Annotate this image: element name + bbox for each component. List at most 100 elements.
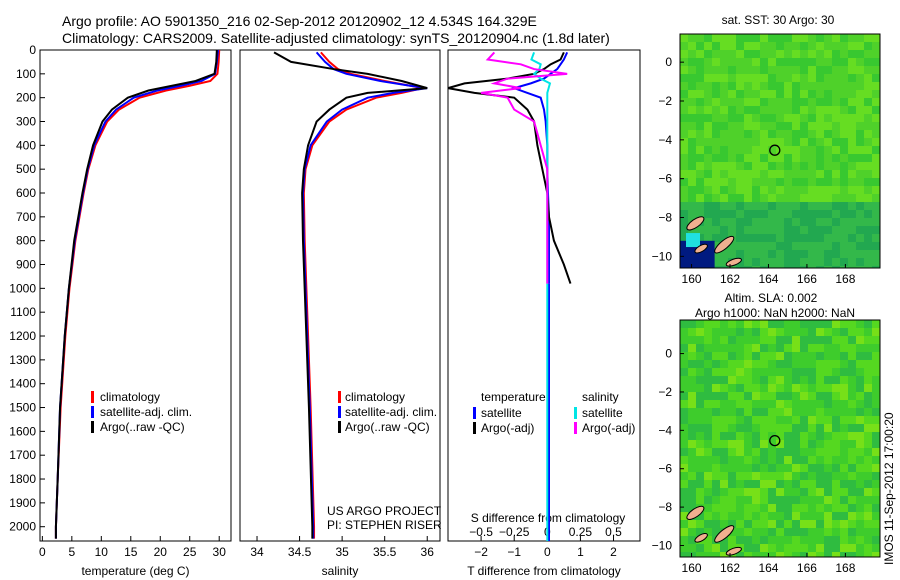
map-cell <box>680 456 688 464</box>
map-cell <box>680 210 688 218</box>
map-cell <box>704 98 712 106</box>
depth-tick-label: 600 <box>16 186 36 200</box>
map-cell <box>704 114 712 122</box>
map-cell <box>704 162 712 170</box>
map-cell <box>832 464 840 472</box>
map-cell <box>744 448 752 456</box>
map-cell <box>752 154 760 162</box>
map-cell <box>784 90 792 98</box>
map-cell <box>864 194 872 202</box>
map-cell <box>728 114 736 122</box>
map-cell <box>832 416 840 424</box>
map-cell <box>864 320 872 328</box>
map-cell <box>704 480 712 488</box>
map-cell <box>712 424 720 432</box>
map-cell <box>784 138 792 146</box>
depth-tick-label: 500 <box>16 162 36 176</box>
map-cell <box>752 520 760 528</box>
map-cell <box>736 202 744 210</box>
map-cell <box>832 504 840 512</box>
map-cell <box>800 58 808 66</box>
map-cell <box>792 122 800 130</box>
map-cell <box>856 202 864 210</box>
map-cell <box>744 122 752 130</box>
map-cell <box>832 368 840 376</box>
map-cell <box>728 368 736 376</box>
map-cell <box>760 440 768 448</box>
map-cell <box>696 368 704 376</box>
map-cell <box>872 368 880 376</box>
map-cell <box>688 544 696 552</box>
map-cell <box>856 82 864 90</box>
map-cell <box>864 50 872 58</box>
map-cell <box>800 480 808 488</box>
map-cell <box>792 360 800 368</box>
map-cell <box>856 74 864 82</box>
map-cell <box>776 424 784 432</box>
map-cell <box>680 66 688 74</box>
lat-tick-label: −4 <box>658 133 672 147</box>
map-cell <box>872 170 880 178</box>
map-cell <box>696 98 704 106</box>
map-cell <box>776 360 784 368</box>
map-cell <box>776 186 784 194</box>
map-cell <box>752 456 760 464</box>
map-cell <box>680 400 688 408</box>
map-cell <box>704 512 712 520</box>
map-cell <box>776 242 784 250</box>
map-cell <box>824 352 832 360</box>
map-cell <box>824 162 832 170</box>
map-cell <box>680 328 688 336</box>
map-cell <box>808 106 816 114</box>
map-cell <box>760 408 768 416</box>
map-cell <box>792 536 800 544</box>
map-cell <box>720 344 728 352</box>
map-cell <box>696 194 704 202</box>
map-cell <box>736 106 744 114</box>
map-cell <box>752 392 760 400</box>
depth-tick-label: 1500 <box>9 401 36 415</box>
map-cell <box>696 74 704 82</box>
map-cell <box>856 432 864 440</box>
map-cell <box>824 154 832 162</box>
map-cell <box>808 194 816 202</box>
map-cell <box>704 146 712 154</box>
lat-tick-label: 0 <box>665 55 672 69</box>
map-cell <box>720 178 728 186</box>
map-cell <box>800 194 808 202</box>
map-cell <box>816 234 824 242</box>
map-cell <box>848 408 856 416</box>
map-cell <box>680 440 688 448</box>
map-cell <box>832 512 840 520</box>
map-cell <box>776 178 784 186</box>
map-cell <box>864 122 872 130</box>
map-cell <box>736 328 744 336</box>
lat-tick-label: −4 <box>658 423 672 437</box>
map-cell <box>680 352 688 360</box>
map-cell <box>808 178 816 186</box>
map-cell <box>752 472 760 480</box>
map-cell <box>744 218 752 226</box>
map-cell <box>728 512 736 520</box>
map-cell <box>776 218 784 226</box>
map-cell <box>736 496 744 504</box>
map-cell <box>744 250 752 258</box>
map-cell <box>824 456 832 464</box>
map-cell <box>816 472 824 480</box>
map-cell <box>856 504 864 512</box>
map-cell <box>752 504 760 512</box>
map-cell <box>816 352 824 360</box>
map-cell <box>808 34 816 42</box>
map-cell <box>808 50 816 58</box>
map-cell <box>816 344 824 352</box>
map-cell <box>864 82 872 90</box>
map-cell <box>736 234 744 242</box>
map-cell <box>704 178 712 186</box>
map-cell <box>696 82 704 90</box>
map-cell <box>768 170 776 178</box>
map-cell <box>760 98 768 106</box>
map-cell <box>824 552 832 557</box>
map-cell <box>864 408 872 416</box>
map-cell <box>872 58 880 66</box>
map-cell <box>720 218 728 226</box>
